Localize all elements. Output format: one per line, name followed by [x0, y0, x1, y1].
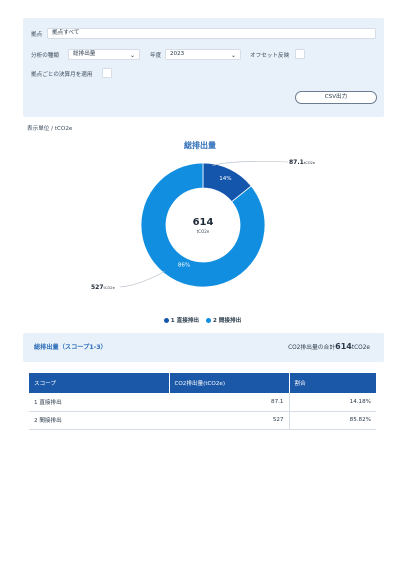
chevron-down-icon: ⌄ [129, 52, 135, 59]
summary-total-value: 614 [335, 342, 352, 351]
base-label: 拠点 [31, 32, 43, 38]
table-cell-scope: 1 直接排出 [29, 393, 169, 412]
pie-percent-label-indirect: 86% [178, 263, 190, 269]
pie-percent-label-direct: 14% [219, 176, 231, 182]
summary-bar: 総排出量（スコープ1-3） CO2排出量の合計614tCO2e [23, 333, 384, 362]
summary-total: CO2排出量の合計614tCO2e [288, 342, 370, 351]
table-cell-ratio: 85.82% [289, 411, 376, 430]
legend-label-direct: 1 直接排出 [170, 318, 200, 324]
year-select[interactable]: 2023 ⌄ [165, 49, 241, 60]
year-label: 年度 [150, 53, 162, 59]
column-header-scope: スコープ [29, 373, 170, 393]
results-table: スコープ CO2排出量(tCO2e) 割合 1 直接排出 87.1 14.18%… [29, 373, 376, 430]
leader-line-indirect [119, 270, 165, 288]
legend-label-indirect: 2 間接排出 [212, 318, 242, 324]
table-cell-co2: 87.1 [169, 393, 290, 412]
table-cell-scope: 2 間接排出 [29, 411, 169, 430]
year-select-value: 2023 [170, 51, 185, 57]
table-cell-co2: 527 [169, 411, 290, 430]
table-row: 2 間接排出 527 85.82% [29, 411, 376, 430]
table-header-row: スコープ CO2排出量(tCO2e) 割合 [29, 373, 376, 393]
analysis-select[interactable]: 総排出量 ⌄ [68, 49, 140, 60]
pie-value-label-direct: 87.1tCO2e [289, 159, 316, 166]
legend-marker-direct [163, 317, 169, 323]
legend-marker-indirect [205, 317, 211, 323]
fiscal-checkbox[interactable] [102, 68, 112, 78]
chart-legend: 1 直接排出 2 間接排出 [0, 316, 400, 324]
pie-value-label-indirect: 527tCO2e [91, 284, 116, 291]
pie-slice-direct [202, 162, 252, 203]
unit-label: 表示単位 / tCO2e [27, 126, 73, 132]
chart-title: 総排出量 [184, 141, 216, 150]
offset-checkbox[interactable] [295, 49, 305, 59]
leader-line-direct [212, 161, 289, 167]
column-header-co2: CO2排出量(tCO2e) [169, 373, 290, 393]
analysis-select-value: 総排出量 [73, 51, 96, 57]
filter-panel: 拠点 拠点すべて 分析の種類 総排出量 ⌄ 年度 2023 ⌄ オフセット反映 … [23, 18, 384, 117]
center-total-value: 614 [193, 217, 214, 228]
base-select[interactable]: 拠点すべて [47, 28, 376, 39]
csv-export-button[interactable]: CSV出力 [295, 91, 377, 104]
summary-title: 総排出量（スコープ1-3） [34, 344, 107, 351]
column-header-ratio: 割合 [289, 373, 376, 393]
center-total-unit: tCO2e [197, 229, 210, 234]
summary-total-unit: tCO2e [351, 345, 370, 351]
chevron-down-icon: ⌄ [230, 52, 236, 59]
analysis-label: 分析の種類 [31, 53, 59, 59]
pie-slice-indirect [140, 162, 266, 288]
donut-hole [177, 199, 229, 251]
offset-label: オフセット反映 [250, 53, 290, 59]
fiscal-label: 拠点ごとの決算月を適用 [31, 72, 93, 78]
table-cell-ratio: 14.18% [289, 393, 376, 412]
table-row: 1 直接排出 87.1 14.18% [29, 393, 376, 412]
summary-total-prefix: CO2排出量の合計 [288, 345, 336, 351]
